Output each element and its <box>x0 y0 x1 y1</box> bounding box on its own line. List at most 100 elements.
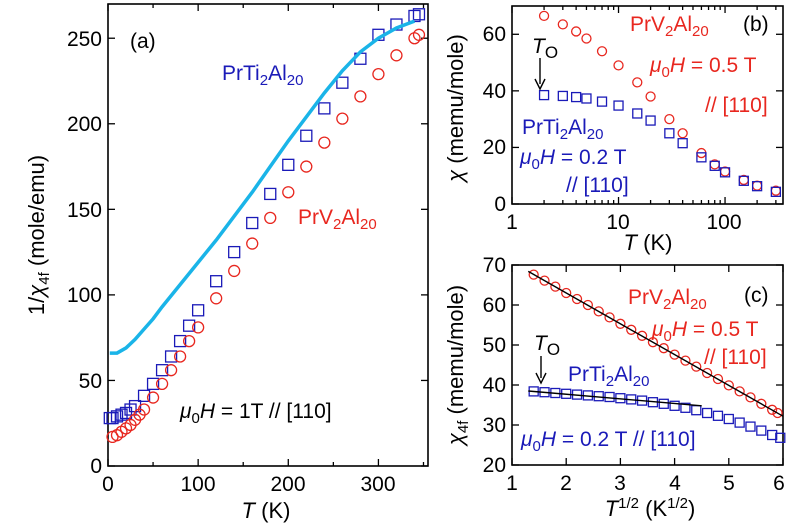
b-point-circle <box>557 19 568 30</box>
c-point-circle <box>658 343 669 354</box>
a-point-square <box>137 389 151 402</box>
c-point-square <box>767 429 778 441</box>
c-point-circle <box>767 404 778 415</box>
c-point-circle <box>723 380 734 391</box>
b-panel-tag: (b) <box>743 13 769 36</box>
c-point-square <box>734 417 745 428</box>
c-point-circle <box>561 287 572 299</box>
panel-b: 1 10 100 0 20 40 60 T (K) χ (memu/mole) … <box>443 5 784 255</box>
b-point-square <box>557 90 568 102</box>
b-label-ti: PrTi2Al20 <box>522 116 603 143</box>
b-to-arrowhead <box>534 78 546 91</box>
a-point-square <box>264 187 277 201</box>
a-point-square <box>124 403 137 416</box>
b-ylabel: χ (memu/mole) <box>443 34 468 184</box>
c-point-circle <box>669 349 680 360</box>
panel-b-ticks <box>511 6 783 205</box>
c-xtick-1: 1 <box>506 472 518 495</box>
b-point-circle <box>645 91 656 102</box>
a-point-square <box>164 350 178 363</box>
c-point-square <box>669 400 680 411</box>
b-point-square <box>738 175 749 186</box>
a-point-circle <box>372 68 385 81</box>
b-ytick-20: 20 <box>483 136 506 159</box>
c-point-square <box>680 402 691 413</box>
c-point-circle <box>626 324 637 335</box>
b-ytick-40: 40 <box>483 80 506 103</box>
a-point-circle <box>412 28 426 41</box>
c-field-ti: μ0H = 0.2 T // [110] <box>520 428 696 455</box>
c-point-square <box>745 421 756 432</box>
b-point-square <box>664 128 675 139</box>
c-point-circle <box>604 312 615 323</box>
c-point-square <box>658 398 669 409</box>
c-point-circle <box>772 407 783 419</box>
c-fit-line <box>528 390 702 407</box>
b-point-square <box>581 93 592 104</box>
a-point-square <box>228 245 241 259</box>
panel-a-ticks <box>107 4 428 467</box>
a-xlabel: T (K) <box>242 498 291 523</box>
c-point-square <box>712 410 724 421</box>
a-point-square <box>412 8 426 21</box>
b-dir-ti: // [110] <box>566 174 629 197</box>
a-point-square <box>146 377 160 391</box>
a-field-label: μ0H = 1T // [110] <box>179 400 332 427</box>
a-ytick-50: 50 <box>79 370 102 393</box>
c-point-circle <box>680 355 691 366</box>
a-ytick-0: 0 <box>90 455 102 478</box>
c-label-v: PrV2Al20 <box>628 286 707 313</box>
b-point-square <box>645 115 656 126</box>
a-point-circle <box>264 211 277 225</box>
a-ytick-150: 150 <box>67 199 102 222</box>
a-point-circle <box>137 403 151 416</box>
b-dir-v: // [110] <box>705 94 768 117</box>
a-ytick-200: 200 <box>67 113 102 136</box>
c-point-circle <box>647 337 659 348</box>
a-point-square <box>191 304 205 317</box>
a-point-square <box>210 275 223 288</box>
b-point-square <box>770 186 782 197</box>
b-point-circle <box>677 128 688 139</box>
c-field-v: μ0H = 0.5 T <box>651 318 759 345</box>
b-xlabel: T (K) <box>624 230 673 255</box>
b-point-circle <box>596 46 608 57</box>
a-point-circle <box>191 321 205 334</box>
b-to-label: TO <box>532 35 558 62</box>
c-point-circle <box>701 367 713 379</box>
b-point-circle <box>570 26 582 37</box>
c-ytick-70: 70 <box>483 254 506 277</box>
b-ytick-0: 0 <box>494 193 506 216</box>
c-xtick-5: 5 <box>723 472 735 495</box>
b-point-square <box>596 96 608 107</box>
c-point-circle <box>528 269 539 280</box>
a-point-circle <box>318 136 331 149</box>
b-point-square <box>538 89 550 101</box>
a-ylabel: 1/χ4f (mole/emu) <box>24 155 53 315</box>
c-point-circle <box>582 299 594 311</box>
a-point-square <box>318 102 331 115</box>
b-xtick-1: 1 <box>506 211 518 234</box>
b-point-square <box>719 167 731 178</box>
a-point-circle <box>155 377 169 391</box>
a-point-circle <box>182 334 196 348</box>
a-xtick-100: 100 <box>180 473 215 496</box>
a-xtick-300: 300 <box>360 473 395 496</box>
a-point-circle <box>210 292 223 305</box>
panel-c-marks <box>527 269 786 443</box>
a-panel-tag: (a) <box>130 30 156 53</box>
c-point-circle <box>734 386 745 397</box>
c-fit-line <box>527 270 784 417</box>
c-ytick-20: 20 <box>483 454 506 477</box>
a-point-square <box>110 410 124 423</box>
c-point-circle <box>550 281 561 292</box>
a-point-circle <box>300 160 313 173</box>
a-point-square <box>173 334 187 348</box>
c-point-square <box>756 425 767 436</box>
a-point-circle <box>146 391 160 404</box>
b-point-square <box>696 152 707 163</box>
b-point-square <box>632 108 643 119</box>
b-point-square <box>613 100 624 111</box>
panel-c-frame <box>511 264 784 466</box>
a-point-circle <box>164 364 178 377</box>
